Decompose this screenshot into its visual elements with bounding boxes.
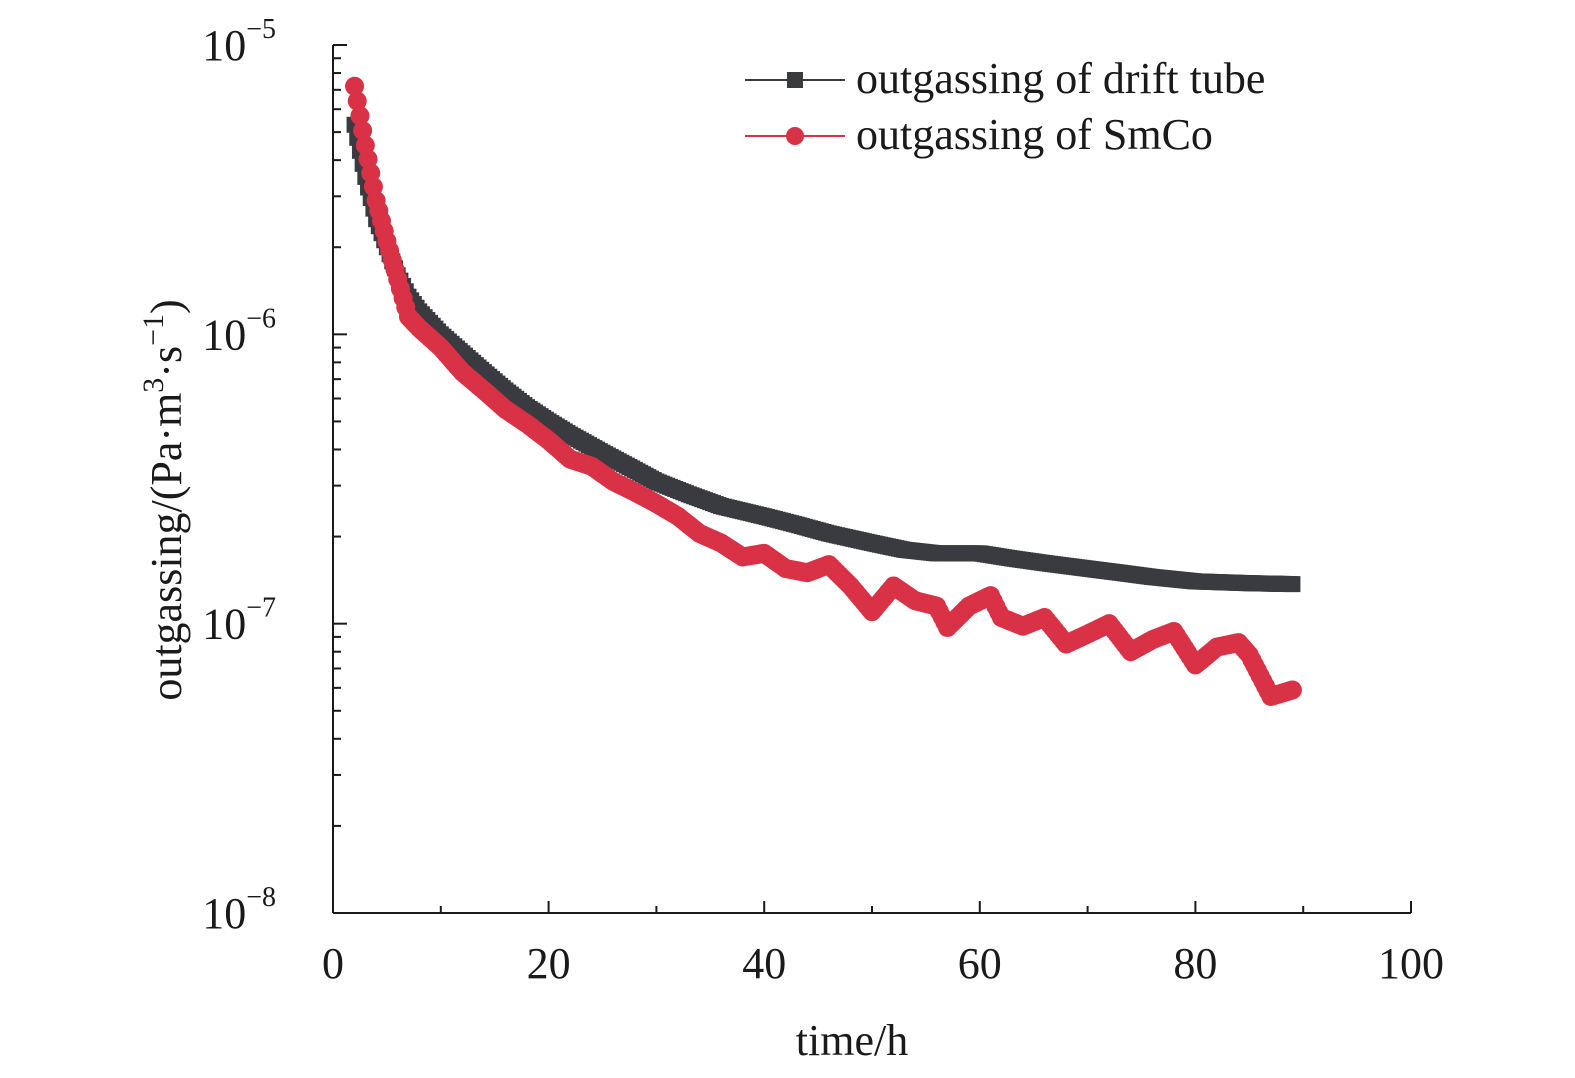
- y-tick-label: 10−7: [202, 593, 276, 649]
- y-tick-label: 10−8: [202, 882, 276, 938]
- data-point: [350, 106, 370, 126]
- x-tick-label: 80: [1173, 939, 1217, 988]
- legend-label-smco: outgassing of SmCo: [856, 110, 1213, 159]
- x-tick-label: 100: [1378, 939, 1444, 988]
- legend-marker-smco: [786, 127, 804, 145]
- y-tick-label: 10−6: [202, 303, 276, 359]
- data-point: [1282, 680, 1302, 700]
- series-drift-tube: [346, 116, 1301, 593]
- legend-label-drift-tube: outgassing of drift tube: [856, 54, 1265, 103]
- y-axis-title: outgassing/(Pa·m3·s−1): [137, 299, 191, 700]
- legend-marker-drift-tube: [787, 72, 803, 88]
- legend-item-smco: outgassing of SmCo: [745, 110, 1213, 159]
- x-tick-label: 0: [322, 939, 344, 988]
- series-line: [353, 124, 1293, 585]
- data-point: [1284, 576, 1301, 593]
- data-point: [353, 121, 373, 141]
- x-tick-label: 40: [742, 939, 786, 988]
- legend: outgassing of drift tube outgassing of S…: [745, 54, 1265, 159]
- data-point: [347, 91, 367, 111]
- x-axis-title: time/h: [796, 1016, 908, 1065]
- x-tick-label: 20: [527, 939, 571, 988]
- ticks: 0 20 40 60 80 100 10−5 10−6 10−7 10−8: [202, 14, 1444, 988]
- data-point: [345, 76, 365, 96]
- x-tick-label: 60: [958, 939, 1002, 988]
- plot-series: [345, 76, 1302, 707]
- y-tick-label: 10−5: [202, 14, 276, 70]
- series-smco: [345, 76, 1302, 707]
- axes: [332, 45, 1411, 914]
- legend-item-drift-tube: outgassing of drift tube: [745, 54, 1265, 103]
